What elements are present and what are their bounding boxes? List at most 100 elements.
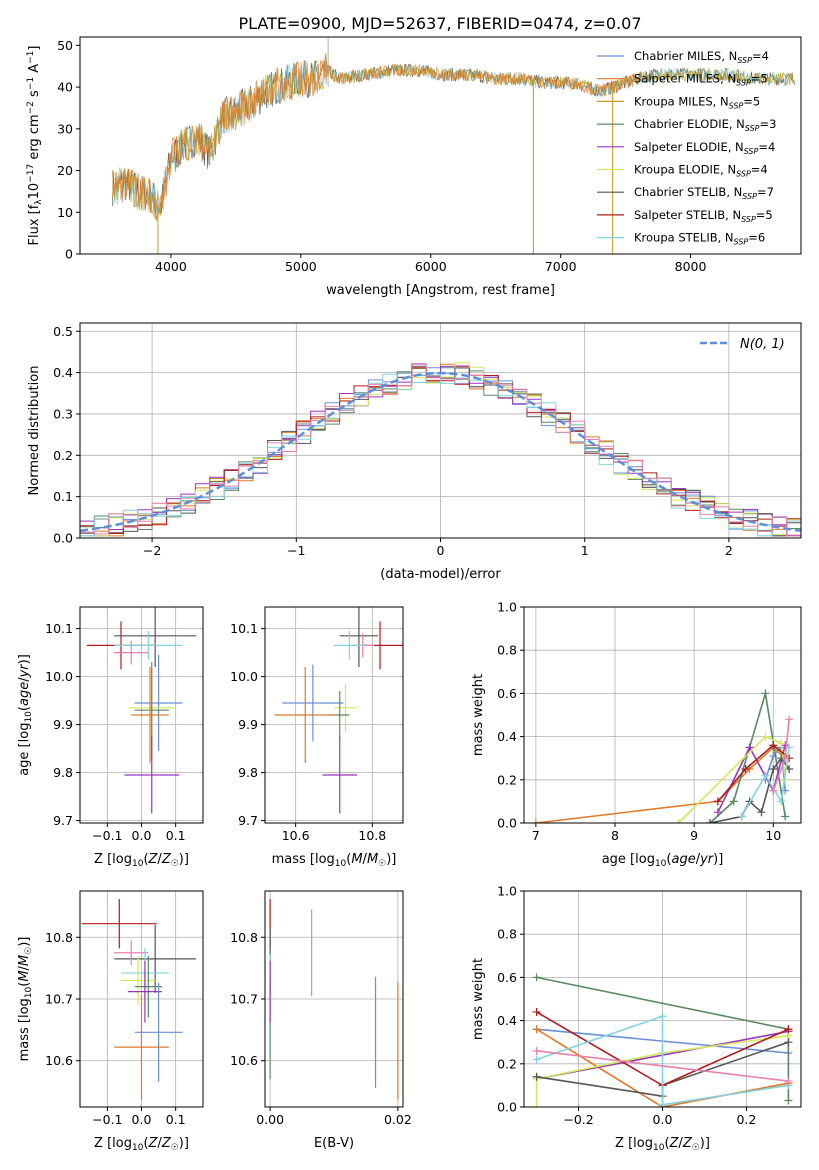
weight-marker [532,1046,541,1055]
x-tick-label: 5000 [285,259,317,274]
weight-marker [784,1077,793,1086]
y-tick-label: 30 [57,121,73,136]
y-tick-label: 9.7 [238,813,258,828]
y-tick-label: 0.0 [497,816,517,831]
y-tick-label: 10.6 [230,1053,258,1068]
legend-label: Chabrier MILES, NSSP=4 [634,49,769,65]
x-tick-label: 9 [690,828,698,843]
panels-layer: 4000 5000 6000 7000 800001020304050wavelengt… [17,36,802,1153]
axes-frame [79,36,802,255]
weight-marker [784,1096,793,1105]
y-tick-label: 0.2 [497,772,517,787]
y-tick-label: 10.0 [45,669,73,684]
weight-line [536,1050,789,1082]
x-tick-label: −2 [143,543,161,558]
x-tick-label: 7000 [545,259,577,274]
x-tick-label: 0.2 [736,1112,756,1127]
legend-label: Chabrier ELODIE, NSSP=3 [634,117,776,133]
gaussian-curve [80,371,801,533]
legend-label: Salpeter ELODIE, NSSP=4 [634,140,775,156]
panel-age_vs_mass: 10.6 10.8 9.7 9.8 9.9 10.0 10.1 mass [log10(M/M… [230,606,404,869]
plot-area [269,899,399,1100]
x-tick-label: 7 [532,828,540,843]
weight-marker [781,812,790,821]
weight-marker [713,808,722,817]
x-tick-label: −0.2 [563,1112,593,1127]
panel-age_vs_Z: −0.1 0.0 0.1 9.7 9.8 9.9 10.0 10.1 Z [log10(Z/Z☉… [17,606,204,869]
y-axis-label: mass [log10(M/M☉)] [17,937,34,1062]
x-axis-label: Z [log10(Z/Z☉)] [615,1136,710,1153]
weight-marker [757,808,766,817]
x-tick-label: 0.1 [166,828,186,843]
weight-marker [741,765,750,773]
y-tick-label: 9.7 [53,813,73,828]
weight-marker [713,797,722,806]
y-axis-label: mass weight [471,958,486,1040]
weight-marker [532,973,541,982]
plot-area [86,607,197,814]
y-tick-label: 10.8 [45,930,73,945]
x-tick-label: 1 [581,543,589,558]
x-tick-label: 4000 [155,259,187,274]
x-axis-label: Z [log10(Z/Z☉)] [94,852,189,869]
legend-label: Chabrier STELIB, NSSP=7 [634,185,774,201]
y-tick-label: 10.8 [230,930,258,945]
y-axis-label: mass weight [471,674,486,756]
y-tick-label: 0.4 [497,1013,517,1028]
x-tick-label: 2 [725,543,733,558]
weight-marker [785,715,794,724]
spectrum-line [112,53,795,221]
y-tick-label: 50 [57,38,73,53]
y-tick-label: 0.2 [497,1056,517,1071]
x-tick-label: 0.0 [132,1112,152,1127]
panel-weight_vs_Z: −0.2 0.0 0.2 0.0 0.2 0.4 0.6 0.8 1.0 Z [log10(Z/Z… [471,884,802,1153]
weight-marker [769,765,778,773]
x-axis-label: (data-model)/error [380,567,501,582]
legend-label: Kroupa MILES, NSSP=5 [634,94,760,110]
y-tick-label: 9.8 [53,765,73,780]
weight-marker [761,689,770,698]
panel-weight_vs_age: 7 8 9 10 0.0 0.2 0.4 0.6 0.8 1.0 age [log10(age/yr… [471,600,802,869]
panel-mass_vs_Z: −0.1 0.0 0.1 10.6 10.7 10.8 Z [log10(Z/Z☉)] mas… [17,890,204,1153]
panel-residuals: −2 −1 0 1 2 0.0 0.1 0.2 0.3 0.4 0.5 (data-model)/er… [27,322,802,582]
x-axis-label: mass [log10(M/M☉)] [272,852,397,869]
y-tick-label: 10.1 [45,621,73,636]
weight-marker [769,786,778,795]
y-tick-label: 10.7 [45,992,73,1007]
y-tick-label: 0.4 [497,729,517,744]
weight-marker [658,1012,667,1021]
plot-area [112,37,795,254]
weight-line [717,744,790,802]
x-tick-label: 10.8 [358,828,386,843]
panel-mass_vs_ebv: 0.00 0.02 10.6 10.7 10.8 E(B-V) [230,890,412,1151]
plot-area [80,362,801,537]
weight-marker [784,1025,793,1034]
x-tick-label: −1 [287,543,305,558]
x-tick-label: 10 [765,828,781,843]
y-tick-label: 0.3 [53,406,73,421]
y-tick-label: 0.6 [497,970,517,985]
x-tick-label: 6000 [415,259,447,274]
legend-label: Salpeter STELIB, NSSP=5 [634,208,773,224]
y-tick-label: 0.6 [497,686,517,701]
y-tick-label: 20 [57,163,73,178]
y-axis-label: age [log10(age/yr)] [17,654,34,776]
x-tick-label: 0.0 [653,1112,673,1127]
y-tick-label: 40 [57,80,73,95]
y-tick-label: 9.9 [53,717,73,732]
weight-marker [532,1025,541,1034]
weight-marker [532,1007,541,1016]
y-tick-label: 1.0 [497,600,517,615]
spectrum-line [112,60,795,221]
y-tick-label: 10.7 [230,992,258,1007]
weight-line [536,1015,789,1106]
weight-marker [674,819,683,823]
axes-frame [523,606,802,824]
weight-line [717,744,786,813]
plot-area [81,899,197,1100]
weight-marker [532,1103,541,1107]
x-tick-label: −0.1 [92,1112,122,1127]
weight-marker [737,812,746,821]
y-axis-label: Normed distribution [27,366,42,496]
